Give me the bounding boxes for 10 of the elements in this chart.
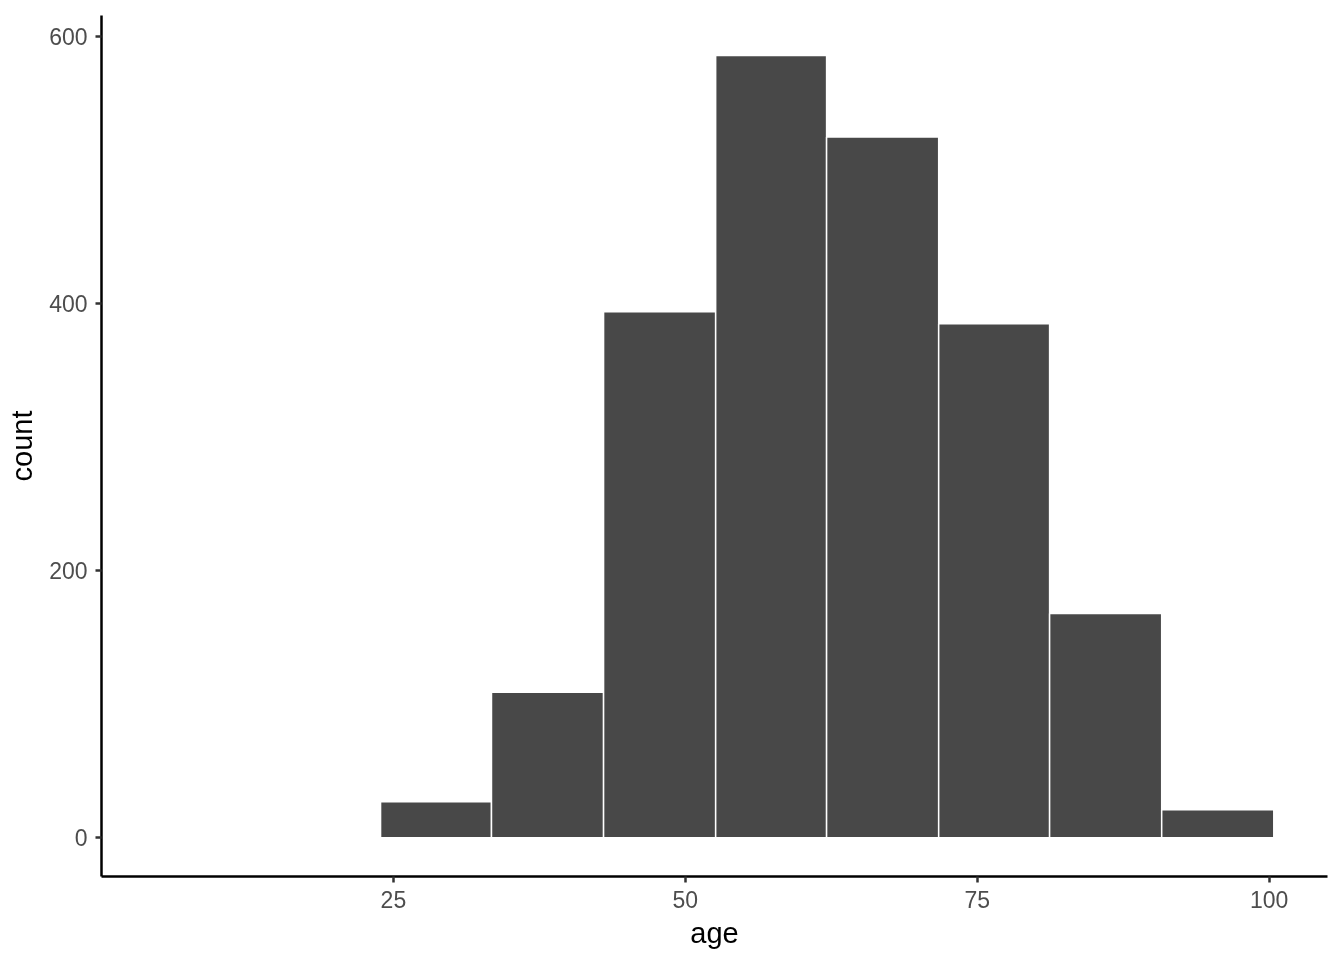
x-tick-label: 100 xyxy=(1249,886,1289,913)
x-tick-label: 50 xyxy=(672,886,699,913)
y-tick-label: 400 xyxy=(49,291,88,318)
x-axis-title: age xyxy=(690,916,739,949)
y-tick-label: 200 xyxy=(49,558,88,585)
x-tick-label: 75 xyxy=(964,886,991,913)
x-tick-label: 25 xyxy=(380,886,407,913)
y-axis-title: count xyxy=(6,410,39,482)
y-tick-label: 0 xyxy=(74,825,88,852)
y-tick-label: 600 xyxy=(49,24,88,51)
